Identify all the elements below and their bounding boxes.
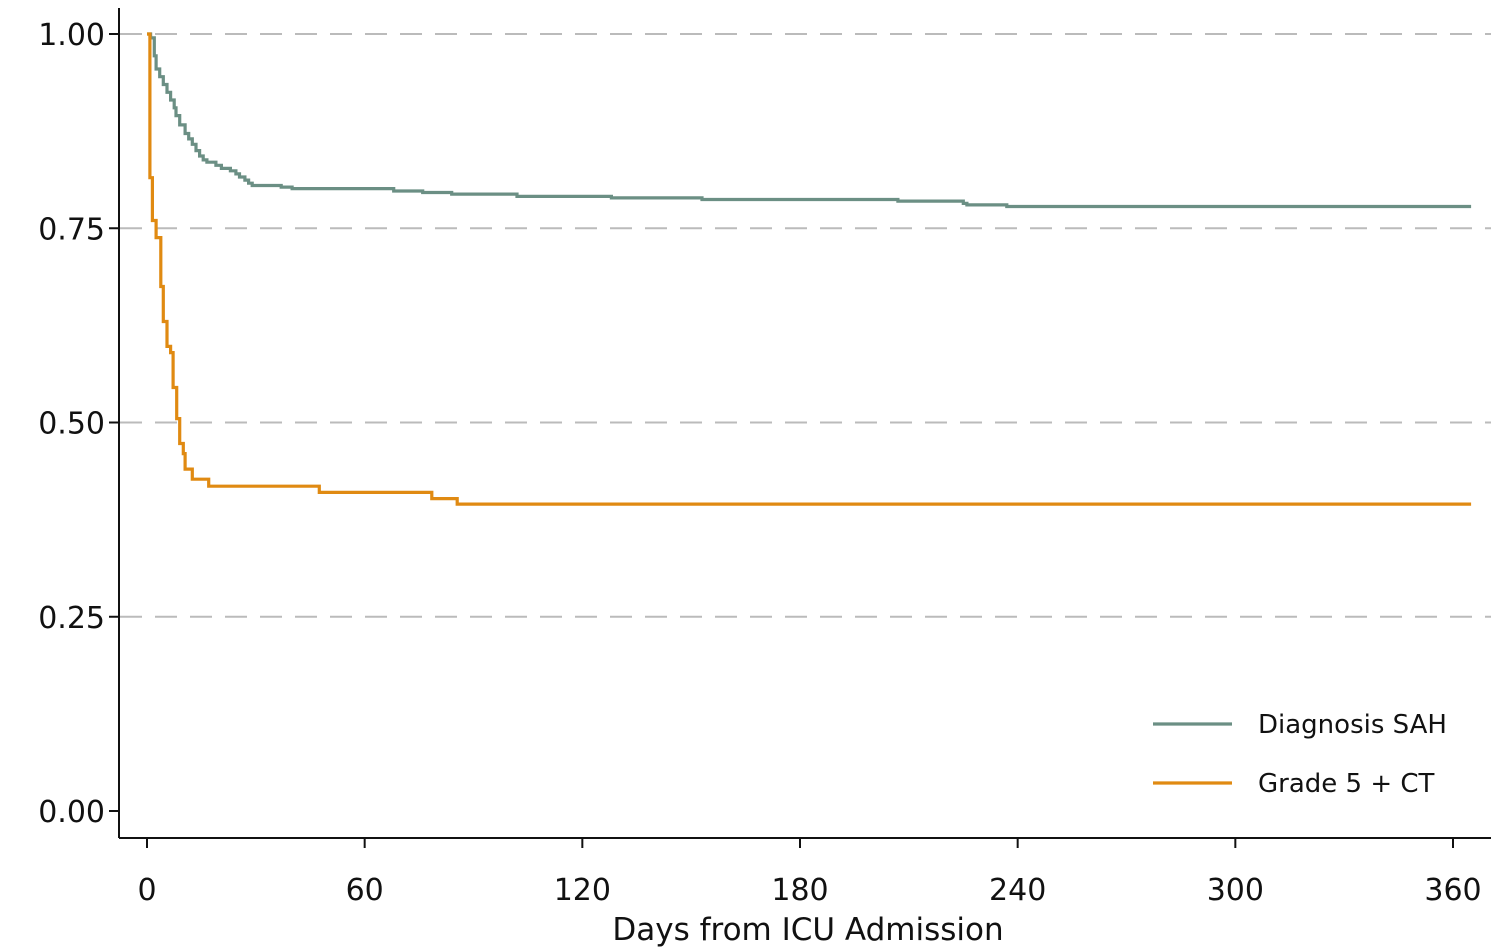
x-axis-title: Days from ICU Admission [612,912,1003,948]
y-tick-label: 0.00 [38,795,105,830]
x-tick-label: 240 [989,873,1046,908]
series-line-2 [147,32,1472,506]
series-line-1 [147,32,1472,209]
x-tick-label: 360 [1424,873,1481,908]
x-tick-label: 180 [771,873,828,908]
y-tick-label: 0.75 [38,212,105,247]
x-tick-label: 300 [1207,873,1264,908]
legend: Diagnosis SAH Grade 5 + CT [1153,710,1447,799]
gridlines [120,33,1491,618]
x-tick-label: 120 [554,873,611,908]
y-tick-label: 0.25 [38,601,105,636]
x-tick-label: 60 [346,873,384,908]
y-axis-ticks: 0.00 0.25 0.50 0.75 1.00 [38,18,119,830]
legend-label-1: Diagnosis SAH [1258,710,1447,740]
x-tick-label: 0 [137,873,156,908]
legend-label-2: Grade 5 + CT [1258,769,1435,799]
series-lines [147,32,1472,506]
y-tick-label: 0.50 [38,407,105,442]
y-tick-label: 1.00 [38,18,105,53]
x-axis-ticks: 0 60 120 180 240 300 360 [137,838,1482,908]
